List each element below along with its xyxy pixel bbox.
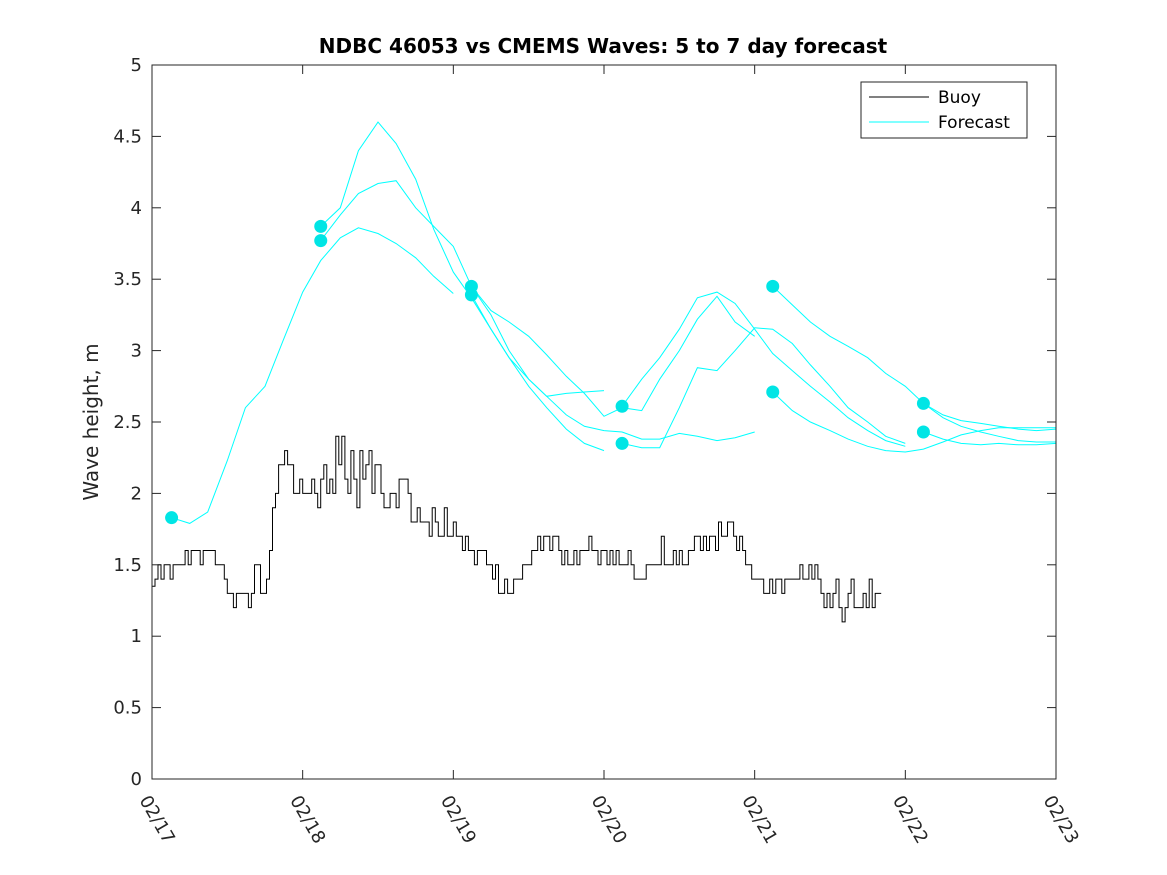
forecast-line — [171, 227, 454, 524]
legend-forecast-label: Forecast — [938, 113, 1010, 133]
y-tick-label: 5 — [131, 55, 142, 76]
y-tick-label: 1.5 — [113, 555, 142, 576]
forecast-line — [923, 431, 1057, 446]
forecast-marker-group — [165, 219, 930, 525]
buoy-series-group — [152, 435, 882, 623]
forecast-start-marker — [615, 436, 629, 450]
y-tick-label: 2.5 — [113, 412, 142, 433]
forecast-line — [923, 402, 1056, 443]
forecast-line — [471, 285, 755, 417]
plot-area — [152, 65, 1056, 779]
y-tick-label: 0.5 — [113, 698, 142, 719]
x-tick-label: 02/17 — [135, 792, 179, 847]
chart-title: NDBC 46053 vs CMEMS Waves: 5 to 7 day fo… — [319, 34, 888, 58]
forecast-line — [320, 180, 605, 397]
y-tick-label: 0 — [131, 769, 142, 790]
x-tick-label: 02/20 — [587, 792, 631, 847]
y-tick-label: 3 — [131, 341, 142, 362]
forecast-start-marker — [615, 399, 629, 413]
forecast-start-marker — [165, 511, 179, 525]
x-tick-label: 02/19 — [436, 792, 480, 847]
forecast-start-marker — [464, 288, 478, 302]
y-axis-ticks: 0 0.5 1 1.5 2 2.5 3 3.5 4 4.5 5 — [113, 55, 1056, 790]
buoy-line — [152, 435, 882, 623]
y-tick-label: 2 — [131, 483, 142, 504]
forecast-start-marker — [916, 396, 930, 410]
x-tick-label: 02/22 — [888, 792, 932, 847]
forecast-start-marker — [766, 279, 780, 293]
forecast-line — [621, 291, 906, 447]
forecast-line — [320, 121, 605, 452]
x-tick-label: 02/23 — [1039, 792, 1083, 847]
forecast-start-marker — [314, 234, 328, 248]
legend: Buoy Forecast — [860, 81, 1028, 139]
forecast-start-marker — [314, 219, 328, 233]
forecast-line — [621, 327, 906, 449]
y-tick-label: 4 — [131, 198, 142, 219]
legend-box — [860, 81, 1028, 139]
forecast-series-group — [171, 121, 1057, 524]
y-axis-label: Wave height, m — [79, 343, 103, 500]
y-tick-label: 4.5 — [113, 126, 142, 147]
forecast-start-marker — [916, 425, 930, 439]
forecast-line — [470, 294, 755, 442]
legend-buoy-label: Buoy — [938, 88, 981, 108]
y-tick-label: 3.5 — [113, 269, 142, 290]
y-tick-label: 1 — [131, 626, 142, 647]
x-tick-label: 02/18 — [285, 792, 329, 847]
forecast-line — [772, 391, 1056, 453]
x-tick-label: 02/21 — [737, 792, 781, 847]
forecast-start-marker — [766, 385, 780, 399]
